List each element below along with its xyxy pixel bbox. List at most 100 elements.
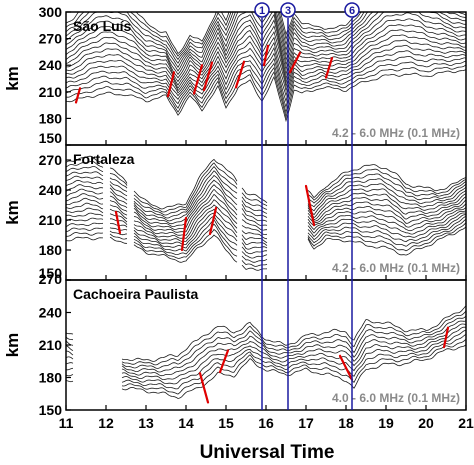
height-trace [66, 218, 466, 263]
y-tick-label: 270 [39, 152, 63, 168]
markers-layer: 1 3 6 [254, 2, 360, 410]
red-highlight-segment [262, 44, 270, 67]
frequency-note: 4.0 - 6.0 MHz (0.1 MHz) [332, 391, 460, 405]
y-tick-label: 240 [39, 57, 63, 73]
y-axis-title: km [3, 200, 22, 225]
red-highlight-segment [234, 60, 246, 89]
trace-group [66, 155, 466, 271]
event-marker-label: 1 [259, 5, 265, 17]
y-tick-label: 210 [39, 337, 63, 353]
height-trace [66, 320, 466, 373]
frequency-note: 4.2 - 6.0 MHz (0.1 MHz) [332, 126, 460, 140]
height-trace [66, 12, 466, 76]
height-trace [66, 50, 466, 103]
trace-group [66, 305, 466, 399]
y-tick-label: 300 [39, 4, 63, 20]
height-trace [66, 64, 466, 119]
height-trace [66, 18, 466, 83]
height-trace [66, 323, 466, 377]
y-tick-label: 240 [39, 182, 63, 198]
height-trace [66, 69, 466, 123]
y-tick-label: 180 [39, 110, 63, 126]
y-tick-label: 150 [39, 402, 63, 418]
y-axis-title: km [3, 66, 22, 91]
event-marker-circle [280, 2, 296, 18]
red-highlight-segment [198, 372, 210, 404]
red-highlight-segment [218, 349, 230, 374]
red-highlight-segment [114, 210, 122, 235]
red-highlight-segment [208, 206, 218, 236]
height-trace [66, 24, 466, 86]
height-trace [66, 226, 466, 271]
y-tick-label: 180 [39, 242, 63, 258]
x-tick-label: 12 [98, 415, 114, 431]
y-tick-label: 270 [39, 271, 63, 287]
y-tick-label: 270 [39, 31, 63, 47]
height-trace [66, 60, 466, 114]
event-marker-circle [344, 2, 360, 18]
y-axis-title: km [3, 333, 22, 358]
red-highlight-segment [192, 64, 204, 95]
height-trace [66, 155, 466, 210]
y-tick-label: 210 [39, 84, 63, 100]
station-label: Cachoeira Paulista [73, 286, 198, 302]
red-highlight-segment [304, 184, 316, 227]
height-trace [66, 12, 466, 68]
panel-2: 150 180 210 240 270 km Fortaleza 4.2 - 6.0 MHz … [3, 144, 467, 281]
station-label: Fortaleza [73, 151, 135, 167]
height-trace [66, 160, 466, 213]
event-marker-label: 6 [349, 5, 355, 17]
x-tick-label: 17 [298, 415, 314, 431]
height-trace [66, 12, 466, 72]
red-highlight-segment [288, 51, 302, 74]
x-tick-label: 19 [378, 415, 394, 431]
station-label: São Luís [73, 18, 132, 34]
height-trace [66, 170, 466, 219]
y-tick-label: 180 [39, 370, 63, 386]
red-highlight-segment [180, 216, 188, 252]
trace-group [66, 12, 466, 123]
frequency-note: 4.2 - 6.0 MHz (0.1 MHz) [332, 261, 460, 275]
x-axis: 11 12 13 14 15 16 17 18 19 20 21 [59, 140, 474, 431]
height-trace [66, 315, 466, 369]
x-tick-label: 20 [418, 415, 434, 431]
x-tick-label: 11 [59, 415, 74, 431]
red-highlight-segment [74, 87, 82, 104]
x-tick-label: 16 [258, 415, 274, 431]
height-trace [66, 207, 466, 246]
event-marker-label: 3 [285, 5, 291, 17]
height-trace [66, 330, 466, 385]
panel-3: 150 180 210 240 270 km Cachoeira Paulista 4.0 -… [3, 271, 467, 418]
height-trace [66, 222, 466, 267]
x-tick-label: 21 [458, 415, 474, 431]
event-marker-circle [254, 2, 270, 18]
height-trace [66, 12, 466, 64]
height-trace [66, 202, 466, 243]
y-tick-label: 240 [39, 305, 63, 321]
height-trace [66, 326, 466, 381]
height-trace [66, 166, 466, 216]
height-trace [66, 12, 466, 57]
y-tick-label: 150 [39, 130, 63, 146]
red-highlight-segment [324, 57, 334, 79]
height-trace [66, 39, 466, 94]
panels-layer: 150 180 210 240 270 300 km São Luís 4.2 - 6.0 MH… [3, 4, 467, 418]
height-trace [66, 305, 466, 362]
x-tick-label: 14 [178, 415, 194, 431]
height-trace [66, 12, 466, 61]
x-tick-label: 18 [338, 415, 354, 431]
height-trace [66, 193, 466, 235]
height-trace [66, 344, 466, 399]
height-trace [66, 174, 466, 222]
red-highlight-segment [442, 326, 450, 349]
height-trace [66, 338, 466, 395]
x-tick-label: 13 [138, 415, 154, 431]
y-tick-label: 150 [39, 265, 63, 281]
y-tick-label: 210 [39, 212, 63, 228]
height-trace [66, 12, 466, 79]
red-highlight-segment [338, 354, 354, 381]
x-axis-title: Universal Time [200, 442, 335, 463]
panel-1: 150 180 210 240 270 300 km São Luís 4.2 - 6.0 MH… [3, 4, 467, 146]
height-trace [66, 55, 466, 109]
